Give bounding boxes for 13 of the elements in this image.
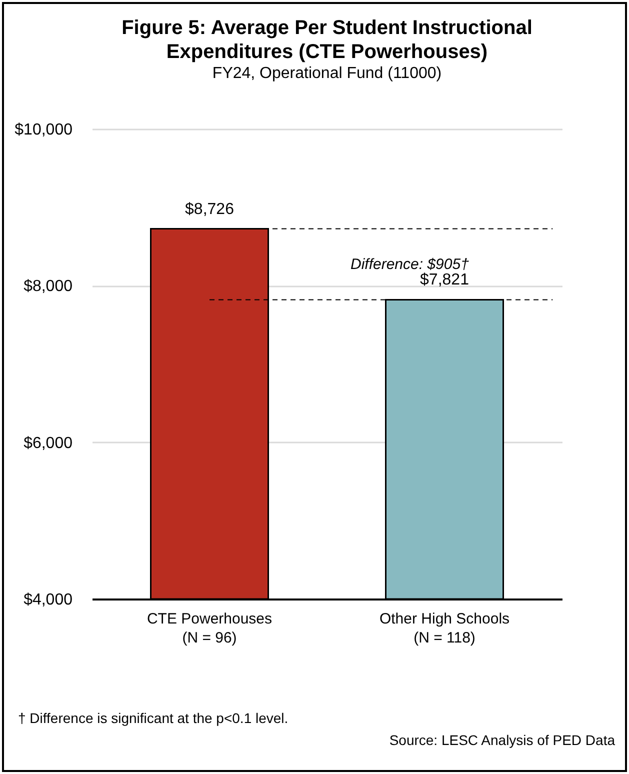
x-tick-label: CTE Powerhouses (N = 96) [146,610,272,646]
y-tick-label: $8,000 [24,278,73,296]
y-tick-label: $6,000 [24,434,73,452]
chart-title: Figure 5: Average Per Student Instructional Expenditures (CTE Powerhouses) [122,17,532,63]
annotation: Difference: $905† [350,256,470,274]
y-tick-label: $10,000 [14,122,73,138]
source-note: Source: LESC Analysis of PED Data [388,732,615,748]
data-label: $8,726 [185,200,234,218]
y-tick-label: $4,000 [24,592,73,608]
data-label: $7,821 [420,272,470,289]
text: † Difference is significant at the p<0.1 level. [18,710,290,726]
x-tick-label: Other High Schools (N = 118) [379,610,510,646]
chart-subtitle: FY24, Operational Fund (11000) [212,65,442,82]
